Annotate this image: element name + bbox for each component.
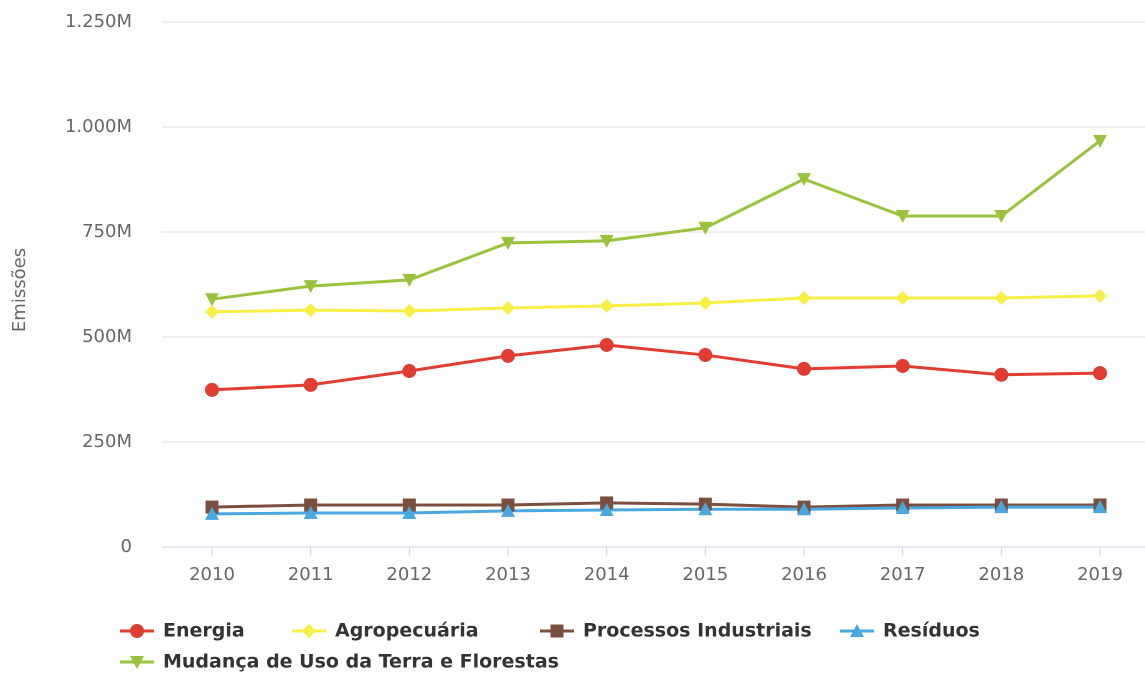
data-point [895, 290, 910, 305]
data-point [1093, 288, 1107, 303]
data-point [303, 303, 318, 318]
x-tick-label: 2013 [485, 564, 531, 585]
data-point [303, 377, 318, 392]
x-tick-label: 2018 [978, 564, 1024, 585]
data-point [402, 505, 417, 519]
data-point [1093, 366, 1107, 381]
data-point [895, 210, 910, 224]
x-tick-label: 2012 [386, 564, 432, 585]
x-tick-label: 2011 [288, 564, 334, 585]
data-point [698, 502, 713, 516]
data-point [402, 498, 416, 512]
data-point [303, 280, 318, 294]
data-point [1093, 134, 1107, 148]
data-point [205, 506, 219, 520]
data-point [797, 290, 811, 305]
data-point [895, 500, 910, 514]
data-point [797, 361, 811, 376]
data-point [994, 500, 1009, 514]
data-point [402, 303, 417, 318]
data-point [205, 382, 219, 397]
data-point [402, 364, 417, 379]
y-tick-label: 250M [82, 431, 132, 452]
data-point [599, 337, 614, 352]
data-point [205, 304, 219, 319]
data-point [205, 293, 219, 307]
x-tick-label: 2010 [189, 564, 235, 585]
x-tick-label: 2019 [1077, 564, 1123, 585]
y-axis-title: Emissões [9, 248, 30, 332]
legend-marker [850, 624, 864, 637]
x-tick-label: 2014 [584, 564, 630, 585]
data-point [501, 301, 515, 316]
x-tick-label: 2017 [880, 564, 926, 585]
x-tick-label: 2015 [682, 564, 728, 585]
series-line [211, 501, 1100, 509]
legend-marker [130, 624, 144, 638]
series-line [211, 294, 1101, 314]
legend-marker [302, 624, 316, 638]
y-tick-label: 0 [121, 536, 132, 557]
data-point [501, 348, 515, 363]
data-point [303, 505, 318, 519]
data-point [994, 210, 1009, 224]
data-point [599, 298, 614, 313]
legend-label: Energia [163, 620, 245, 642]
data-point [698, 221, 713, 235]
y-tick-label: 1.250M [65, 11, 132, 32]
y-tick-label: 1.000M [65, 116, 132, 137]
series-line [211, 139, 1101, 301]
legend-marker [130, 656, 144, 669]
data-point [698, 295, 713, 310]
data-point [402, 273, 417, 287]
data-point [895, 358, 910, 373]
data-point [1093, 500, 1107, 514]
data-point [994, 290, 1009, 305]
data-point [599, 503, 614, 517]
legend-label: Agropecuária [335, 620, 479, 642]
y-tick-label: 750M [82, 221, 132, 242]
data-point [797, 173, 811, 187]
x-tick-label: 2016 [781, 564, 827, 585]
legend-label: Mudança de Uso da Terra e Florestas [163, 651, 559, 673]
legend-label: Processos Industriais [583, 620, 812, 642]
data-point [994, 367, 1009, 382]
data-point [304, 498, 318, 512]
series-line [211, 343, 1101, 392]
series-line [211, 505, 1100, 516]
legend-label: Resíduos [883, 620, 980, 642]
data-point [797, 502, 811, 516]
legend-marker [550, 624, 564, 638]
data-point [501, 503, 515, 517]
data-point [600, 496, 614, 510]
data-point [698, 348, 713, 363]
data-point [599, 234, 614, 248]
data-point [501, 236, 515, 250]
y-tick-label: 500M [82, 326, 132, 347]
